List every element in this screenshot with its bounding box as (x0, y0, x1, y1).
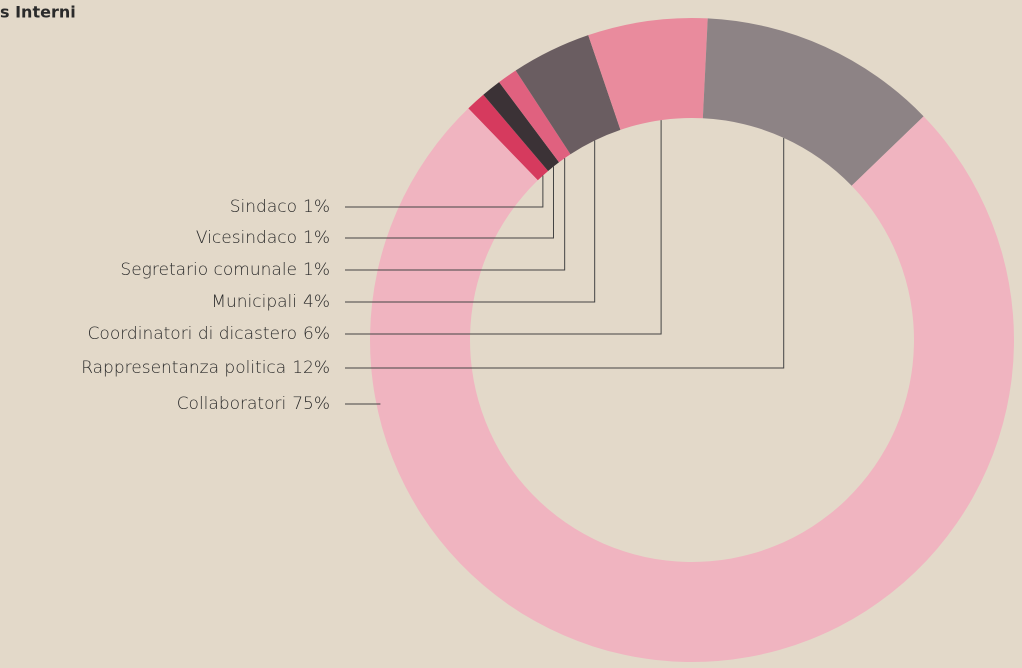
value-label: 1% (303, 197, 330, 217)
slice-label: Coordinatori di dicastero 6% (88, 324, 330, 344)
category-name: Municipali (211, 292, 297, 312)
value-label: 1% (303, 228, 330, 248)
slice-label: Sindaco 1% (230, 197, 330, 217)
donut-segment (370, 108, 1014, 662)
category-name: Sindaco (230, 197, 297, 217)
category-name: Collaboratori (177, 394, 287, 414)
leader-line (345, 158, 566, 271)
leader-line (345, 140, 596, 303)
donut-segment (588, 18, 708, 130)
donut-segment (702, 18, 924, 186)
leader-line (345, 137, 785, 369)
slice-label: Collaboratori 75% (177, 394, 330, 414)
category-name: Vicesindaco (196, 228, 297, 248)
leader-line (345, 120, 662, 335)
donut-segment (515, 35, 621, 155)
slice-label: Rappresentanza politica 12% (81, 358, 330, 378)
leader-line (345, 175, 544, 208)
value-label: 6% (303, 324, 330, 344)
slice-label: Municipali 4% (211, 292, 330, 312)
value-label: 4% (303, 292, 330, 312)
value-label: 75% (292, 394, 330, 414)
slice-label: Segretario comunale 1% (120, 260, 330, 280)
donut-segment (499, 70, 571, 163)
slice-label: Vicesindaco 1% (196, 228, 330, 248)
category-name: Coordinatori di dicastero (88, 324, 297, 344)
value-label: 1% (303, 260, 330, 280)
value-label: 12% (292, 358, 330, 378)
labels: Sindaco 1%Vicesindaco 1%Segretario comunal… (81, 120, 785, 414)
category-name: Rappresentanza politica (81, 358, 286, 378)
donut-segment (468, 94, 549, 181)
category-name: Segretario comunale (120, 260, 297, 280)
donut (370, 18, 1014, 662)
leader-line (345, 166, 554, 239)
chart-title: s Interni (0, 3, 76, 22)
donut-segment (483, 82, 560, 171)
